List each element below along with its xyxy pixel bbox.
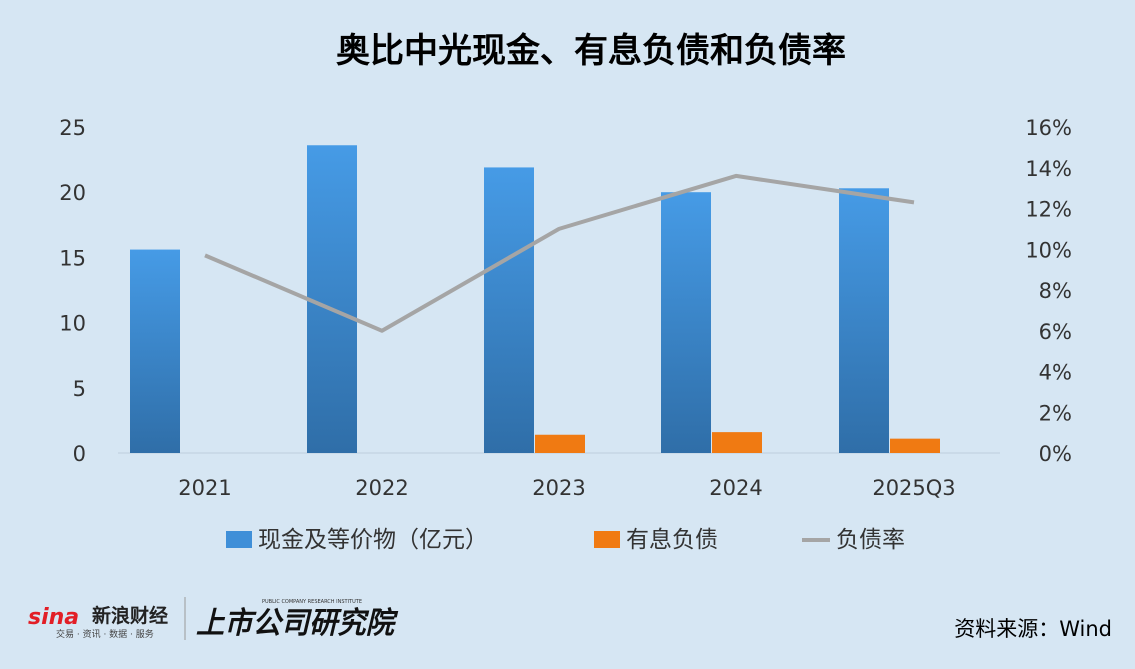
legend-swatch-cash — [226, 531, 252, 548]
bar-cash — [661, 192, 711, 453]
right-axis: 0% 2% 4% 6% 8% 10% 12% 14% 16% — [1025, 116, 1072, 466]
left-tick-label: 15 — [59, 246, 86, 270]
bar-debt — [712, 432, 762, 453]
x-tick-label: 2021 — [178, 476, 231, 500]
right-tick-label: 2% — [1039, 401, 1072, 425]
institute-en: PUBLIC COMPANY RESEARCH INSTITUTE — [262, 599, 362, 605]
legend: 现金及等价物（亿元） 有息负债 负债率 — [226, 527, 905, 553]
left-tick-label: 10 — [59, 312, 86, 336]
left-tick-label: 25 — [59, 116, 86, 140]
left-axis: 0 5 10 15 20 25 — [59, 116, 86, 466]
bar-cash — [839, 188, 889, 453]
legend-label-debt: 有息负债 — [626, 527, 718, 553]
x-tick-label: 2024 — [709, 476, 762, 500]
right-tick-label: 14% — [1025, 157, 1072, 181]
right-tick-label: 6% — [1039, 320, 1072, 344]
institute-logo: PUBLIC COMPANY RESEARCH INSTITUTE 上市公司研究… — [196, 599, 399, 641]
right-tick-label: 12% — [1025, 198, 1072, 222]
bar-cash — [484, 167, 534, 453]
source-note: 资料来源：Wind — [954, 617, 1112, 641]
left-tick-label: 0 — [73, 442, 86, 466]
x-tick-label: 2022 — [355, 476, 408, 500]
legend-label-ratio: 负债率 — [836, 527, 905, 553]
bar-debt — [535, 434, 585, 453]
x-axis: 2021 2022 2023 2024 2025Q3 — [178, 476, 955, 500]
right-tick-label: 4% — [1039, 361, 1072, 385]
sina-logo: sina 新浪财经 交易 · 资讯 · 数据 · 服务 — [28, 604, 168, 640]
bar-cash — [130, 249, 180, 453]
bars-group — [130, 145, 940, 454]
left-tick-label: 20 — [59, 181, 86, 205]
chart-title: 奥比中光现金、有息负债和负债率 — [336, 31, 846, 71]
sina-brand-mark: sina — [28, 605, 79, 630]
sina-tagline: 交易 · 资讯 · 数据 · 服务 — [56, 628, 154, 640]
left-tick-label: 5 — [73, 377, 86, 401]
bar-debt — [890, 438, 940, 453]
legend-swatch-debt — [594, 531, 620, 548]
line-debt-ratio — [204, 173, 915, 333]
right-tick-label: 10% — [1025, 238, 1072, 262]
legend-label-cash: 现金及等价物（亿元） — [258, 527, 488, 553]
right-tick-label: 0% — [1039, 442, 1072, 466]
bar-cash — [307, 145, 357, 454]
x-tick-label: 2023 — [532, 476, 585, 500]
right-tick-label: 8% — [1039, 279, 1072, 303]
right-tick-label: 16% — [1025, 116, 1072, 140]
institute-name: 上市公司研究院 — [196, 606, 399, 641]
x-tick-label: 2025Q3 — [872, 476, 955, 500]
line-group — [204, 173, 915, 333]
sina-name: 新浪财经 — [92, 604, 168, 627]
